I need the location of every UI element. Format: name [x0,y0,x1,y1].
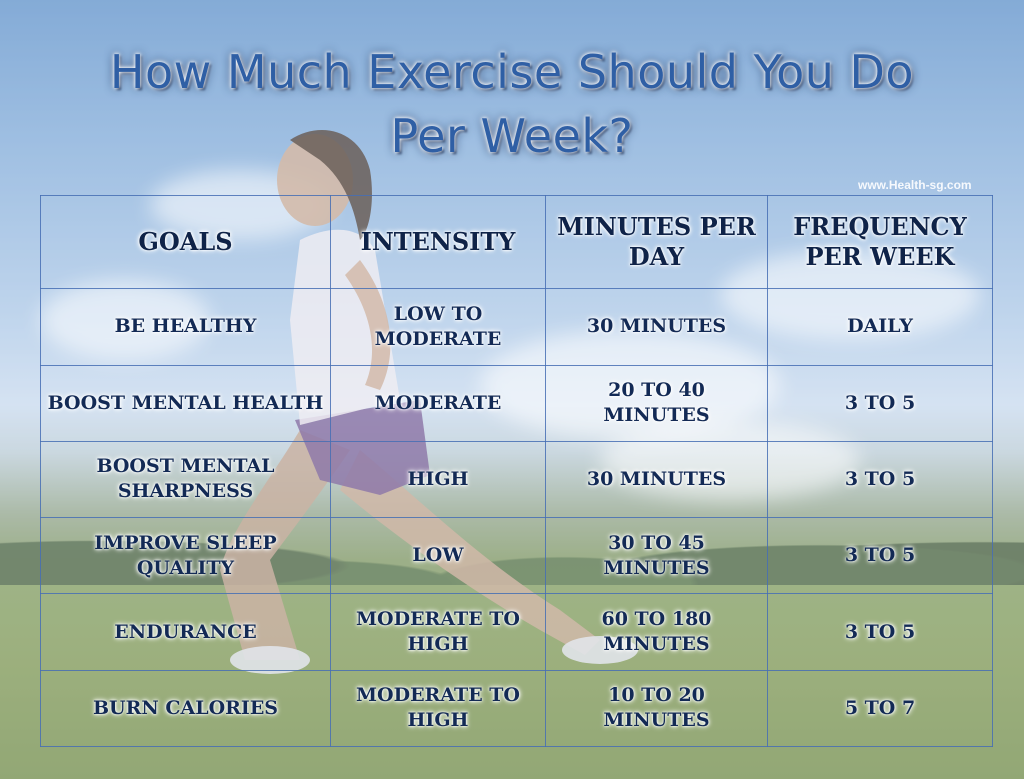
cell-frequency: 5 to 7 [767,669,993,748]
cell-frequency: 3 to 5 [767,517,993,595]
table-row: Boost mental sharpness High 30 minutes 3… [40,440,993,519]
cell-intensity: Moderate to high [330,593,546,671]
header-frequency-per-week: Frequency per week [767,194,993,290]
cell-intensity: High [330,440,546,519]
cell-minutes: 30 minutes [545,288,768,366]
cell-goal: Endurance [40,593,331,671]
exercise-table: Goals Intensity Minutes per day Frequenc… [40,194,993,748]
header-minutes-per-day: Minutes per day [545,194,768,290]
header-goals: Goals [40,194,331,290]
page-title: How Much Exercise Should You Do Per Week… [40,40,984,168]
cell-frequency: 3 to 5 [767,364,993,442]
cell-minutes: 10 to 20 minutes [545,669,768,748]
cell-minutes: 30 minutes [545,440,768,519]
table-row: Endurance Moderate to high 60 to 180 min… [40,593,993,671]
cell-intensity: Low [330,517,546,595]
cell-goal: Boost mental health [40,364,331,442]
cell-minutes: 30 to 45 minutes [545,517,768,595]
cell-goal: Burn calories [40,669,331,748]
table-header-row: Goals Intensity Minutes per day Frequenc… [40,194,993,290]
title-line-2: Per Week? [390,109,634,163]
table-row: Burn calories Moderate to high 10 to 20 … [40,669,993,748]
cell-frequency: 3 to 5 [767,593,993,671]
cell-intensity: Moderate [330,364,546,442]
cell-frequency: 3 to 5 [767,440,993,519]
cell-minutes: 20 to 40 minutes [545,364,768,442]
cell-goal: Improve sleep quality [40,517,331,595]
header-intensity: Intensity [330,194,546,290]
cell-frequency: Daily [767,288,993,366]
table-row: Be healthy Low to moderate 30 minutes Da… [40,288,993,366]
cell-intensity: Low to moderate [330,288,546,366]
cell-goal: Boost mental sharpness [40,440,331,519]
table-row: Boost mental health Moderate 20 to 40 mi… [40,364,993,442]
cell-intensity: Moderate to high [330,669,546,748]
watermark: www.Health-sg.com [858,178,972,192]
cell-minutes: 60 to 180 minutes [545,593,768,671]
title-line-1: How Much Exercise Should You Do [109,45,915,99]
cell-goal: Be healthy [40,288,331,366]
table-row: Improve sleep quality Low 30 to 45 minut… [40,517,993,595]
